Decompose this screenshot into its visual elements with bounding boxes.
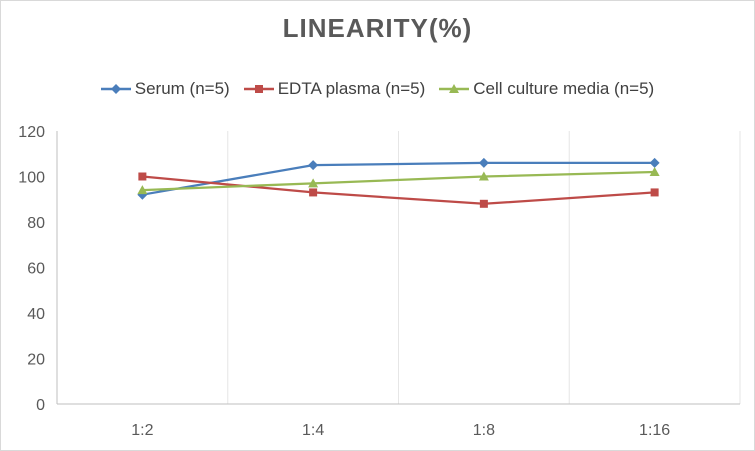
y-tick-label: 100 — [18, 170, 45, 187]
series-line — [142, 161, 655, 196]
data-point-diamond — [308, 160, 319, 171]
y-tick-label: 60 — [27, 261, 45, 278]
legend-item-cell-culture-media: Cell culture media (n=5) — [439, 79, 654, 99]
y-tick-label: 0 — [36, 397, 45, 414]
y-tick-label: 120 — [18, 124, 45, 141]
legend-label-edta-plasma: EDTA plasma (n=5) — [277, 79, 426, 98]
series-line — [142, 170, 655, 192]
data-point-triangle — [308, 178, 319, 188]
data-point-triangle — [649, 166, 660, 176]
x-tick-label: 1:2 — [131, 422, 153, 439]
y-tick-label: 80 — [27, 215, 45, 232]
data-point-square — [309, 188, 318, 197]
data-point-square — [650, 188, 659, 197]
legend-swatch-cell-culture-media — [439, 84, 470, 93]
x-tick-label: 1:8 — [473, 422, 495, 439]
legend-swatch-edta-plasma — [243, 85, 274, 93]
series-line — [142, 175, 655, 205]
chart-legend: Serum (n=5) EDTA plasma (n=5) Cell cultu… — [1, 79, 754, 99]
x-tick-label: 1:16 — [639, 422, 670, 439]
chart-title: LINEARITY(%) — [282, 13, 473, 43]
x-tick-label: 1:4 — [302, 422, 324, 439]
data-point-triangle — [137, 185, 148, 195]
legend-label-cell-culture-media: Cell culture media (n=5) — [473, 79, 655, 98]
y-tick-label: 20 — [27, 352, 45, 369]
data-point-square — [138, 172, 147, 181]
legend-swatch-serum — [100, 84, 131, 94]
data-point-diamond — [649, 157, 660, 168]
legend-label-serum: Serum (n=5) — [134, 79, 230, 98]
data-point-diamond — [478, 157, 489, 168]
data-point-triangle — [478, 171, 489, 181]
y-tick-label: 40 — [27, 306, 45, 323]
legend-item-serum: Serum (n=5) — [100, 79, 230, 99]
legend-item-edta-plasma: EDTA plasma (n=5) — [243, 79, 426, 99]
data-point-square — [479, 199, 488, 208]
